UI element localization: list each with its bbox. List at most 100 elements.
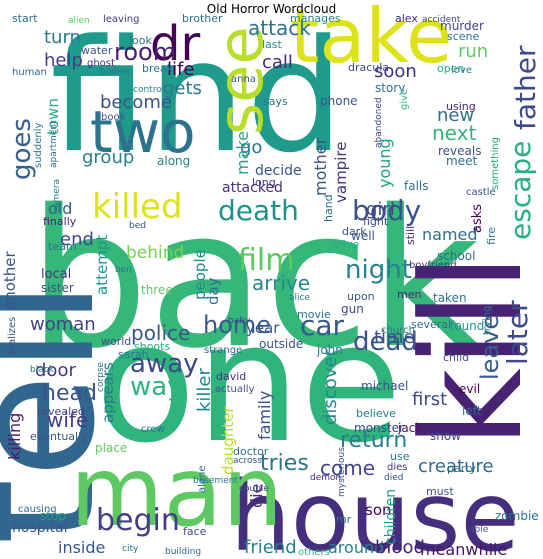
word-alien: alien xyxy=(68,16,90,26)
word-vampire: vampire xyxy=(332,142,350,203)
word-time: time xyxy=(374,327,415,348)
word-boyfriend: boyfriend xyxy=(409,260,457,271)
word-door: door xyxy=(35,360,76,381)
word-mother: mother xyxy=(311,137,330,196)
word-alex: alex xyxy=(395,12,418,25)
word-corpse: corpse xyxy=(96,361,106,392)
word-old: old xyxy=(48,199,72,218)
word-inside: inside xyxy=(58,538,105,557)
word-jack: jack xyxy=(397,421,422,435)
word-doctor: doctor xyxy=(233,445,269,458)
word-one: one xyxy=(95,287,402,479)
word-crew: crew xyxy=(141,424,165,435)
word-gets: gets xyxy=(163,78,202,99)
word-meanwhile: meanwhile xyxy=(420,540,507,559)
word-way: way xyxy=(130,372,183,402)
word-call: call xyxy=(262,52,293,73)
word-able: able xyxy=(469,525,489,535)
word-killing: killing xyxy=(5,413,24,460)
word-find: find xyxy=(50,6,344,187)
word-upon: upon xyxy=(347,290,375,303)
word-others: others xyxy=(298,547,330,558)
word-back: back xyxy=(28,169,480,390)
word-something: something xyxy=(490,137,501,190)
word-mr: mr xyxy=(336,513,352,526)
word-castle: castle xyxy=(466,187,496,198)
word-tell: tell xyxy=(0,279,133,545)
word-apartment: apartment xyxy=(49,120,59,168)
word-girl: girl xyxy=(366,199,395,220)
word-life: life xyxy=(167,59,194,80)
word-use: use xyxy=(390,450,410,463)
word-local: local xyxy=(41,267,71,282)
word-death: death xyxy=(218,194,299,227)
word-human: human xyxy=(12,67,47,78)
word-child: child xyxy=(443,351,469,364)
word-falls: falls xyxy=(404,179,429,193)
word-murder: murder xyxy=(440,19,484,33)
word-must: must xyxy=(426,485,454,498)
word-died: died xyxy=(384,473,403,483)
word-three: three xyxy=(141,283,173,297)
word-home: home xyxy=(203,311,271,339)
word-family: family xyxy=(255,391,274,440)
word-outside: outside xyxy=(259,337,303,351)
word-michael: michael xyxy=(361,379,408,393)
word-make: make xyxy=(233,131,252,175)
word-alive: alive xyxy=(333,238,359,251)
word-fire: fire xyxy=(485,227,498,245)
word-see: see xyxy=(204,26,277,135)
word-man: man xyxy=(70,436,283,548)
word-young: young xyxy=(375,138,394,188)
word-zombie: zombie xyxy=(495,509,539,523)
word-movie: movie xyxy=(297,308,331,321)
word-son: son xyxy=(365,501,392,519)
word-killed: killed xyxy=(92,187,183,227)
word-scene: scene xyxy=(447,30,480,43)
word-year: year xyxy=(246,319,280,337)
word-children: children xyxy=(383,489,399,545)
word-well: well xyxy=(351,229,375,243)
word-still: still xyxy=(404,226,417,245)
word-creature: creature xyxy=(418,456,494,477)
word-come: come xyxy=(320,456,375,480)
word-give: give xyxy=(399,89,410,110)
word-end: end xyxy=(60,229,94,250)
word-along: along xyxy=(157,154,190,168)
word-discover: discover xyxy=(320,349,341,425)
word-abandoned: abandoned xyxy=(374,97,384,148)
word-run: run xyxy=(458,41,488,62)
word-decide: decide xyxy=(255,163,302,179)
word-father: father xyxy=(509,45,542,130)
word-men: men xyxy=(397,288,421,301)
word-david: david xyxy=(216,370,246,383)
word-bodies: bodies xyxy=(100,67,130,77)
word-dracula: dracula xyxy=(348,61,389,74)
word-actually: actually xyxy=(215,384,255,395)
word-bed: bed xyxy=(129,221,146,231)
word-demon: demon xyxy=(310,473,341,483)
word-attacked: attacked xyxy=(222,180,283,196)
word-film: film xyxy=(238,243,294,278)
word-people: people xyxy=(191,249,209,300)
word-taken: taken xyxy=(433,291,467,305)
word-last: last xyxy=(262,38,283,51)
word-alone: alone xyxy=(197,465,208,493)
word-group: group xyxy=(82,147,134,168)
word-baby: baby xyxy=(228,316,251,326)
word-start: start xyxy=(12,12,38,25)
word-team: team xyxy=(48,240,77,253)
word-building: building xyxy=(165,547,201,557)
word-control: control xyxy=(133,85,164,95)
word-escape: escape xyxy=(504,141,537,240)
word-go: go xyxy=(240,137,262,158)
word-several: several xyxy=(411,318,451,331)
word-break: break xyxy=(142,62,174,75)
word-blood: blood xyxy=(375,537,425,558)
word-across: across xyxy=(233,456,262,466)
word-take: take xyxy=(290,0,452,80)
word-trying: trying xyxy=(482,306,493,335)
word-left: left xyxy=(462,404,482,418)
word-place: place xyxy=(95,441,127,455)
word-stop: stop xyxy=(40,509,66,523)
